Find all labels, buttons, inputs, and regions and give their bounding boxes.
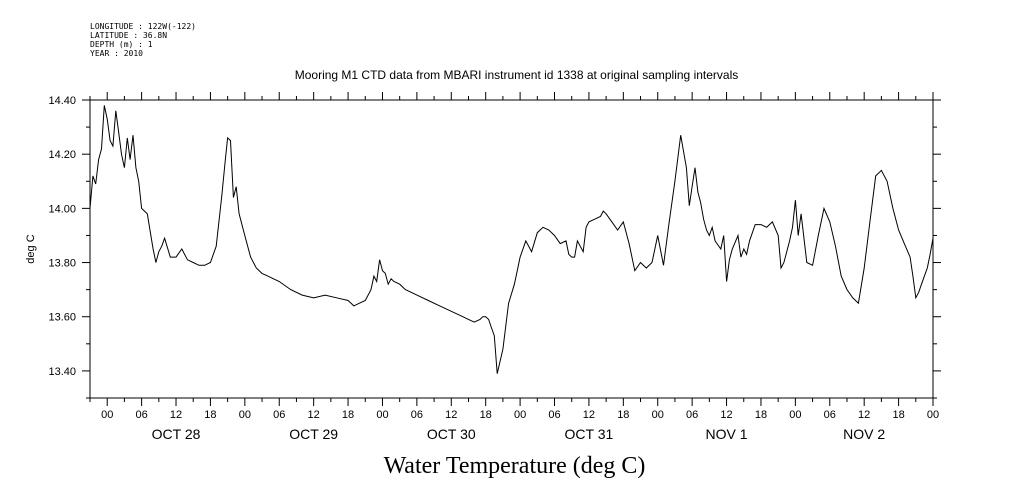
x-tick-label: 00 [239,409,251,421]
metadata-block: LONGITUDE : 122W(-122) LATITUDE : 36.8N … [90,22,196,58]
x-day-label: NOV 2 [843,426,885,442]
x-tick-label: 06 [135,409,147,421]
x-day-label: NOV 1 [706,426,748,442]
x-tick-label: 12 [720,409,732,421]
depth-label: DEPTH (m) : 1 [90,40,153,49]
x-tick-label: 18 [480,409,492,421]
x-day-label: OCT 28 [152,426,201,442]
chart-title: Mooring M1 CTD data from MBARI instrumen… [294,68,739,82]
x-tick-label: 00 [101,409,113,421]
x-tick-label: 18 [892,409,904,421]
y-tick-label: 14.40 [48,95,76,107]
latitude-label: LATITUDE : 36.8N [90,31,168,40]
x-tick-label: 12 [445,409,457,421]
x-axis-label: Water Temperature (deg C) [383,453,646,479]
x-tick-label: 12 [583,409,595,421]
x-tick-label: 12 [858,409,870,421]
x-day-label: OCT 29 [289,426,338,442]
y-axis-label: deg C [25,234,37,263]
x-tick-label: 06 [411,409,423,421]
x-tick-label: 00 [927,409,939,421]
axes-layer: 13.40 13.60 13.80 14.00 14.20 14.40 deg C 00 06 1… [25,92,941,442]
x-day-label: OCT 30 [427,426,476,442]
x-tick-label: 12 [308,409,320,421]
plot-frame [89,99,934,399]
y-tick-label: 13.40 [48,366,76,378]
x-day-label: OCT 31 [565,426,614,442]
x-tick-label: 18 [755,409,767,421]
x-tick-label: 06 [824,409,836,421]
x-tick-label: 12 [170,409,182,421]
x-tick-label: 06 [686,409,698,421]
x-tick-label: 18 [617,409,629,421]
y-tick-label: 13.80 [48,258,76,270]
x-tick-label: 06 [273,409,285,421]
x-tick-label: 00 [652,409,664,421]
series-line [89,105,934,374]
x-tick-label: 00 [514,409,526,421]
y-tick-label: 14.20 [48,149,76,161]
x-tick-label: 00 [789,409,801,421]
x-tick-label: 18 [204,409,216,421]
year-label: YEAR : 2010 [90,49,143,58]
x-tick-label: 18 [342,409,354,421]
y-tick-label: 13.60 [48,312,76,324]
x-tick-label: 00 [376,409,388,421]
y-tick-label: 14.00 [48,203,76,215]
x-tick-label: 06 [548,409,560,421]
series-layer [89,105,934,374]
longitude-label: LONGITUDE : 122W(-122) [90,22,196,31]
